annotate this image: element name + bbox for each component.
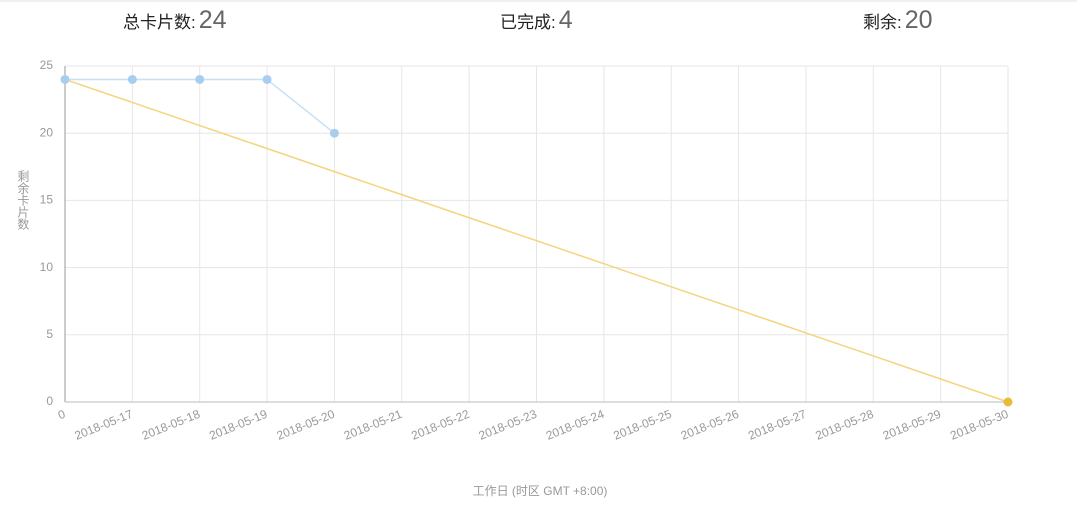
stat-label: 已完成: (500, 13, 556, 32)
x-tick-label: 2018-05-29 (881, 407, 943, 443)
stat-value: 24 (198, 6, 227, 34)
x-tick-label: 2018-05-26 (679, 407, 741, 443)
data-point (127, 74, 137, 84)
x-tick-label: 2018-05-27 (746, 407, 808, 443)
y-tick-label: 20 (40, 125, 54, 139)
stat-label: 总卡片数: (123, 13, 196, 32)
x-tick-label: 2018-05-24 (544, 407, 606, 443)
data-point (60, 74, 70, 84)
x-tick-label: 2018-05-18 (140, 407, 202, 443)
data-point (195, 74, 205, 84)
x-tick-label: 2018-05-19 (207, 407, 269, 443)
done-stat: 已完成: 4 (500, 6, 573, 35)
x-tick-label: 2018-05-17 (73, 407, 135, 443)
stat-value: 4 (558, 6, 573, 34)
total-stat: 总卡片数: 24 (123, 6, 227, 35)
y-axis-title: 剩余卡片数 (16, 170, 30, 231)
x-tick-label: 2018-05-20 (275, 407, 337, 443)
x-tick-label: 2018-05-21 (342, 407, 404, 443)
stat-label: 剩余: (863, 13, 902, 32)
x-tick-label: 2018-05-28 (813, 407, 875, 443)
y-tick-label: 0 (46, 394, 53, 408)
data-point (1003, 397, 1013, 407)
x-axis-title: 工作日 (时区 GMT +8:00) (473, 484, 608, 498)
x-tick-label: 2018-05-25 (611, 407, 673, 443)
y-tick-label: 25 (40, 58, 54, 72)
stat-value: 20 (904, 6, 933, 34)
y-tick-label: 15 (40, 193, 54, 207)
x-tick-label: 2018-05-30 (948, 407, 1010, 443)
y-tick-label: 5 (46, 327, 53, 341)
series-line (64, 78, 1009, 403)
x-tick-label: 2018-05-23 (477, 407, 539, 443)
x-tick-label: 2018-05-22 (409, 407, 471, 443)
remaining-stat: 剩余: 20 (863, 6, 933, 35)
y-tick-label: 10 (40, 260, 54, 274)
data-point (329, 128, 339, 138)
x-tick-label: 0 (56, 407, 68, 423)
data-point (262, 74, 272, 84)
